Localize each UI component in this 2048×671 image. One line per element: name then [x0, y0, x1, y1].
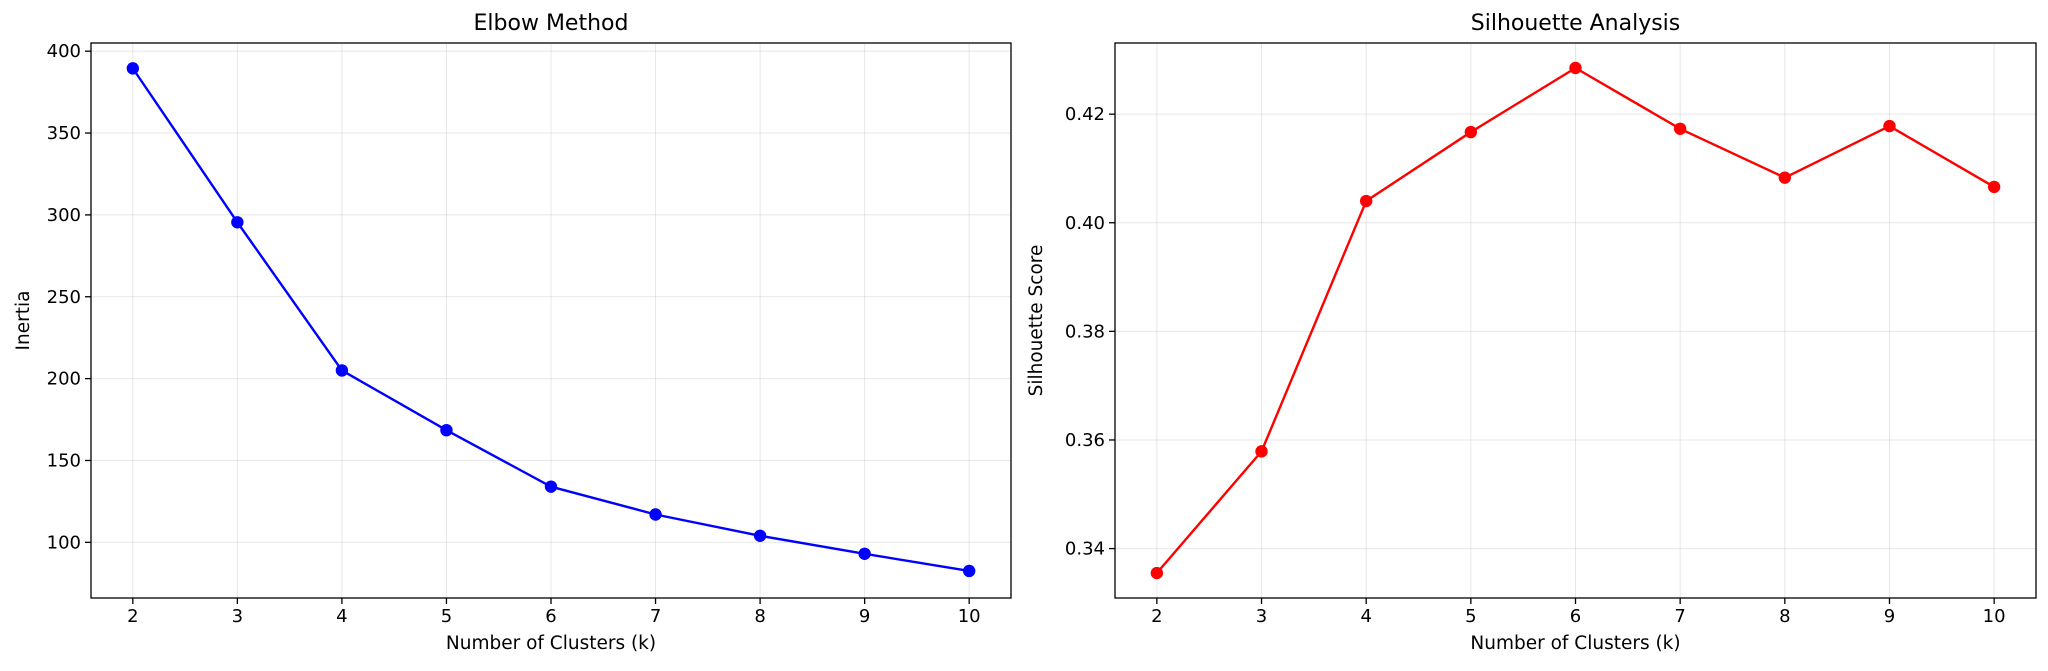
grid [1115, 43, 2036, 598]
y-tick-label: 0.42 [1065, 104, 1105, 125]
data-point [1673, 122, 1687, 136]
ticks: 2 3 4 5 6 7 8 9 10 100 150 200 250 300 350 400 [47, 41, 981, 627]
data-point [335, 364, 349, 377]
y-tick-label: 0.34 [1065, 539, 1105, 560]
data-point [1569, 61, 1582, 75]
data-point [1778, 171, 1792, 184]
data-point [1359, 194, 1373, 208]
x-tick-label: 9 [1884, 606, 1895, 627]
chart-title: Silhouette Analysis [1471, 11, 1681, 36]
x-tick-label: 5 [441, 606, 452, 627]
series [1150, 61, 2001, 580]
x-tick-label: 3 [1256, 606, 1267, 627]
x-tick-label: 7 [1674, 606, 1685, 627]
data-point [440, 423, 453, 437]
x-tick-label: 2 [127, 606, 138, 627]
x-tick-label: 7 [650, 606, 661, 627]
x-axis-label: Number of Clusters (k) [446, 633, 656, 654]
data-point [544, 480, 558, 493]
data-point [1255, 445, 1268, 458]
data-point [126, 62, 140, 75]
data-point [1883, 119, 1896, 133]
x-tick-label: 8 [754, 606, 765, 627]
data-point [1987, 180, 2001, 194]
y-tick-label: 300 [47, 205, 81, 226]
y-tick-label: 350 [47, 123, 81, 144]
grid [91, 43, 1011, 598]
plot-frame [90, 42, 1012, 599]
y-tick-label: 400 [47, 41, 81, 62]
chart-title: Elbow Method [474, 11, 629, 36]
silhouette-analysis-panel: Silhouette Analysis Number of Clusters (… [1026, 11, 2037, 654]
y-tick-label: 0.36 [1065, 430, 1105, 451]
series [126, 62, 976, 578]
elbow-method-panel: Elbow Method Number of Clusters (k) Iner… [13, 11, 1012, 654]
data-point [753, 529, 767, 542]
data-point [1150, 566, 1164, 580]
x-tick-label: 10 [958, 606, 981, 627]
data-point [1464, 125, 1478, 139]
y-tick-label: 250 [47, 287, 81, 308]
x-tick-label: 2 [1151, 606, 1162, 627]
y-tick-label: 100 [47, 532, 81, 553]
data-point [962, 564, 976, 578]
data-point [858, 547, 871, 560]
x-tick-label: 6 [545, 606, 556, 627]
x-tick-label: 4 [336, 606, 347, 627]
y-tick-label: 200 [47, 369, 81, 390]
y-tick-label: 0.38 [1065, 321, 1105, 342]
x-tick-label: 5 [1465, 606, 1476, 627]
y-tick-label: 0.40 [1065, 213, 1105, 234]
y-axis-label: Silhouette Score [1026, 245, 1047, 397]
ticks: 2 3 4 5 6 7 8 9 10 0.34 0.36 0.38 0.40 0.42 [1065, 104, 2006, 627]
plot-frame [1114, 42, 2037, 599]
x-tick-label: 6 [1570, 606, 1581, 627]
data-point [231, 216, 244, 229]
x-tick-label: 3 [232, 606, 243, 627]
x-tick-label: 4 [1360, 606, 1371, 627]
x-tick-label: 10 [1983, 606, 2006, 627]
x-tick-label: 9 [859, 606, 870, 627]
x-tick-label: 8 [1779, 606, 1790, 627]
data-point [649, 508, 662, 521]
x-axis-label: Number of Clusters (k) [1470, 633, 1680, 654]
y-tick-label: 150 [47, 450, 81, 471]
y-axis-label: Inertia [13, 291, 34, 351]
